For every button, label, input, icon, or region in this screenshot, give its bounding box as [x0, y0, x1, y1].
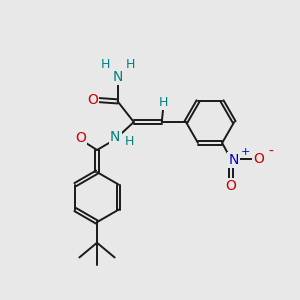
Text: N: N [228, 153, 238, 167]
Text: H: H [125, 135, 134, 148]
Text: O: O [75, 131, 86, 145]
Text: O: O [253, 152, 264, 166]
Text: -: - [269, 145, 274, 159]
Text: H: H [100, 58, 110, 71]
Text: O: O [87, 93, 98, 107]
Text: +: + [241, 147, 250, 157]
Text: O: O [226, 179, 236, 193]
Text: H: H [125, 58, 135, 71]
Text: N: N [112, 70, 123, 84]
Text: N: N [110, 130, 120, 144]
Text: H: H [159, 96, 168, 110]
